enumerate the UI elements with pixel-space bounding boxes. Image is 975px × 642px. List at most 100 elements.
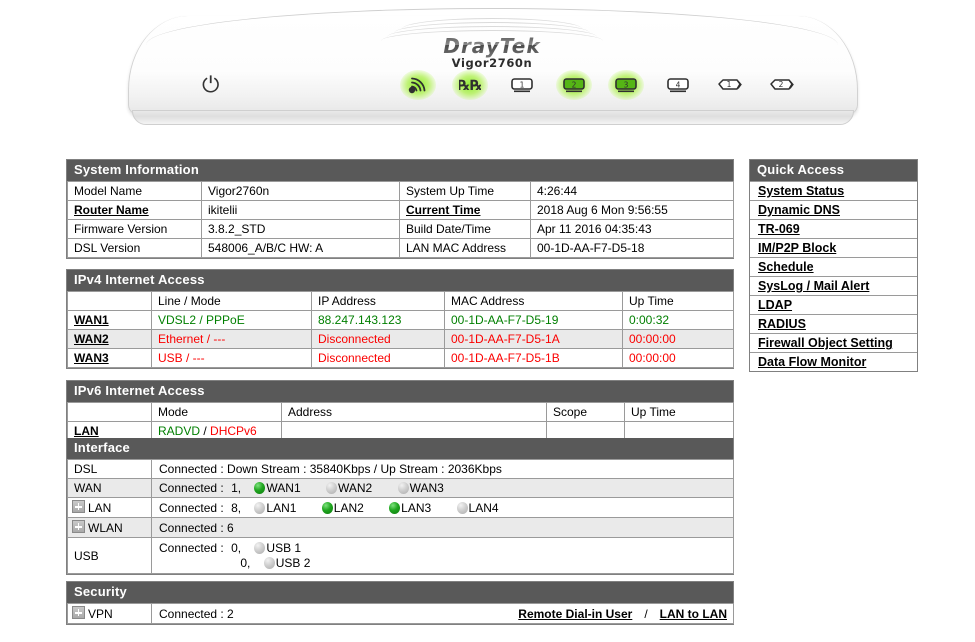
dsl-version-value: 548006_A/B/C HW: A: [201, 238, 400, 258]
wan2-link[interactable]: WAN2: [67, 329, 152, 349]
expand-wlan-plus-icon[interactable]: [72, 520, 85, 533]
quick-access-item-radius[interactable]: RADIUS: [750, 314, 917, 333]
quick-access-item-tr-069[interactable]: TR-069: [750, 219, 917, 238]
current-time-link[interactable]: Current Time: [399, 200, 531, 220]
firmware-version-value: 3.8.2_STD: [201, 219, 400, 239]
svg-text:2: 2: [779, 80, 784, 89]
router-name-label[interactable]: Router Name: [74, 203, 149, 217]
usb-port-1-icon: 1: [718, 79, 742, 90]
wan-interface-value: Connected : 1, WAN1 WAN2 WAN3: [151, 478, 734, 498]
quick-access-label[interactable]: IM/P2P Block: [758, 241, 837, 255]
lan2-led: 2: [554, 70, 594, 100]
usb2-status-label: USB 2: [275, 556, 311, 570]
wan3-up-time: 00:00:00: [622, 348, 734, 368]
ipv4-internet-access-panel: IPv4 Internet Access Line / Mode IP Addr…: [66, 269, 734, 369]
quick-access-label[interactable]: LDAP: [758, 298, 793, 312]
interface-table: DSL Connected : Down Stream : 35840Kbps …: [67, 459, 734, 574]
quick-access-label[interactable]: Dynamic DNS: [758, 203, 840, 217]
lan-ipv6-label[interactable]: LAN: [74, 424, 99, 438]
quick-access-label[interactable]: System Status: [758, 184, 845, 198]
lan4-status: LAN4: [456, 501, 499, 515]
dsl-signal-icon: [408, 77, 426, 94]
system-uptime-value: 4:26:44: [530, 181, 734, 201]
interface-panel: Interface DSL Connected : Down Stream : …: [66, 438, 734, 575]
wan1-status-dot-icon: [254, 482, 266, 494]
dsl-version-label: DSL Version: [67, 238, 202, 258]
wan2-status: WAN2: [326, 481, 372, 495]
quick-access-item-firewall-object-setting[interactable]: Firewall Object Setting: [750, 333, 917, 352]
table-row: DSL Connected : Down Stream : 35840Kbps …: [67, 459, 734, 479]
ipv4-col-ip-address: IP Address: [311, 291, 445, 311]
lan-ipv6-mode-dhcpv6: DHCPv6: [210, 424, 257, 438]
power-icon: ⏻: [202, 72, 220, 97]
usb2-status-dot-icon: [263, 557, 275, 569]
router-name-link[interactable]: Router Name: [67, 200, 202, 220]
lan3-status-label: LAN3: [401, 500, 432, 515]
lan-interface-value: Connected : 8, LAN1 LAN2 LAN3 LAN4: [151, 497, 734, 518]
wan2-label[interactable]: WAN2: [74, 332, 109, 346]
wan3-label[interactable]: WAN3: [74, 351, 109, 365]
quick-access-item-system-status[interactable]: System Status: [750, 181, 917, 200]
wan3-status: WAN3: [397, 481, 444, 495]
build-datetime-value: Apr 11 2016 04:35:43: [530, 219, 734, 239]
ipv4-col-mac-address: MAC Address: [444, 291, 623, 311]
quick-access-item-dynamic-dns[interactable]: Dynamic DNS: [750, 200, 917, 219]
wlan-interface-label-cell: WLAN: [67, 517, 152, 538]
wlan-led: ℞℞: [450, 70, 490, 100]
quick-access-item-data-flow-monitor[interactable]: Data Flow Monitor: [750, 352, 917, 371]
usb1-line: Connected : 0, USB 1: [159, 541, 727, 556]
quick-access-item-schedule[interactable]: Schedule: [750, 257, 917, 276]
wan3-status-label: WAN3: [409, 481, 444, 495]
ipv4-internet-access-title: IPv4 Internet Access: [67, 270, 733, 291]
wan2-up-time: 00:00:00: [622, 329, 734, 349]
quick-access-label[interactable]: TR-069: [758, 222, 800, 236]
led-indicator-row: ℞℞ 1 2: [398, 70, 818, 104]
quick-access-item-im-p2p-block[interactable]: IM/P2P Block: [750, 238, 917, 257]
usb2-led: 2: [762, 70, 802, 100]
router-product-image: DrayTek Vigor2760n ⏻ ℞℞: [0, 0, 975, 145]
lan3-status: LAN3: [389, 501, 431, 515]
usb-interface-label: USB: [67, 537, 152, 574]
build-datetime-label: Build Date/Time: [399, 219, 531, 239]
wan3-link[interactable]: WAN3: [67, 348, 152, 368]
quick-access-label[interactable]: Firewall Object Setting: [758, 336, 893, 350]
lan1-led: 1: [502, 70, 542, 100]
wan3-status-dot-icon: [397, 482, 409, 494]
quick-access-item-syslog-mail-alert[interactable]: SysLog / Mail Alert: [750, 276, 917, 295]
current-time-label[interactable]: Current Time: [406, 203, 481, 217]
system-information-title: System Information: [67, 160, 733, 181]
table-row: Router Name ikitelii Current Time 2018 A…: [67, 200, 734, 220]
vent-line: [387, 26, 597, 37]
ipv4-col-up-time: Up Time: [622, 291, 734, 311]
lan-to-lan-link[interactable]: LAN to LAN: [659, 606, 727, 621]
quick-access-label[interactable]: RADIUS: [758, 317, 806, 331]
wan3-line-mode: USB / ---: [151, 348, 312, 368]
svg-text:2: 2: [572, 81, 577, 90]
wan1-up-time: 0:00:32: [622, 310, 734, 330]
remote-dial-in-user-link[interactable]: Remote Dial-in User: [518, 606, 633, 621]
expand-vpn-plus-icon[interactable]: [72, 606, 85, 619]
quick-access-label[interactable]: SysLog / Mail Alert: [758, 279, 870, 293]
usb1-status-dot-icon: [254, 542, 266, 554]
lan1-status-label: LAN1: [266, 500, 297, 515]
lan4-status-dot-icon: [456, 501, 468, 514]
wan2-status-label: WAN2: [338, 481, 373, 495]
table-row: VPN Connected : 2 Remote Dial-in User / …: [67, 603, 734, 624]
router-model-label: Vigor2760n: [451, 56, 533, 70]
table-row: WAN Connected : 1, WAN1 WAN2 WAN3: [67, 478, 734, 498]
wan1-link[interactable]: WAN1: [67, 310, 152, 330]
lan2-status-dot-icon: [321, 501, 333, 514]
svg-text:1: 1: [520, 81, 525, 90]
expand-lan-plus-icon[interactable]: [72, 500, 85, 513]
usb2-status: USB 2: [263, 556, 311, 570]
wan-interface-label: WAN: [67, 478, 152, 498]
quick-access-label[interactable]: Schedule: [758, 260, 814, 274]
ipv6-col-mode: Mode: [151, 402, 282, 422]
usb-connected-prefix: Connected :: [159, 541, 224, 555]
quick-access-label[interactable]: Data Flow Monitor: [758, 355, 867, 369]
vpn-label: VPN: [88, 607, 113, 621]
wan1-label[interactable]: WAN1: [74, 313, 109, 327]
table-row: WAN2 Ethernet / --- Disconnected 00-1D-A…: [67, 329, 734, 349]
dsl-interface-label: DSL: [67, 459, 152, 479]
quick-access-item-ldap[interactable]: LDAP: [750, 295, 917, 314]
